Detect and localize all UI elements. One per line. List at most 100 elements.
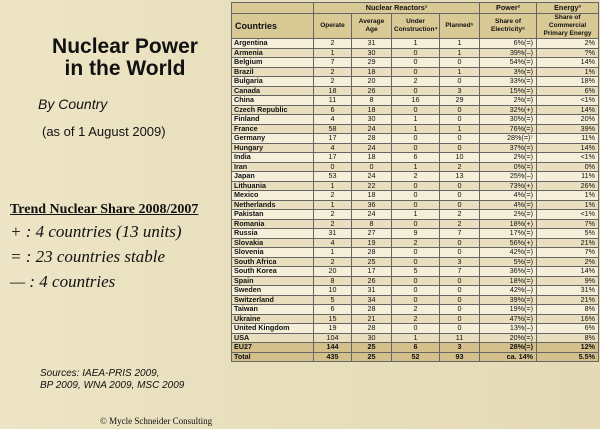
cell-country: USA xyxy=(231,332,314,343)
cell-operate: 4 xyxy=(313,142,352,153)
cell-share-electricity: 6%(=) xyxy=(479,38,538,49)
cell-share-electricity: 36%(=) xyxy=(479,266,538,277)
cell-planned: 0 xyxy=(438,294,481,305)
cell-country: Bulgaria xyxy=(231,76,314,87)
cell-share-energy: 21% xyxy=(536,294,600,305)
cell-under-construction: 0 xyxy=(391,190,440,201)
col-under-construction: Under Construction⁴ xyxy=(391,13,440,39)
cell-share-electricity: 17%(=) xyxy=(479,228,538,239)
cell-operate: 5 xyxy=(313,294,352,305)
cell-share-energy: 1% xyxy=(536,199,600,210)
nuclear-table-container: Nuclear Reactors¹ Power² Energy³ Countri… xyxy=(231,2,600,427)
cell-planned: 3 xyxy=(438,85,481,96)
table-row: USA 104 30 1 11 20%(=) 8% xyxy=(231,332,600,343)
table-row: Canada 18 26 0 3 15%(=) 6% xyxy=(231,85,600,96)
cell-under-construction: 0 xyxy=(391,47,440,58)
cell-under-construction: 6 xyxy=(391,152,440,163)
cell-under-construction: 2 xyxy=(391,313,440,324)
cell-share-energy: 0% xyxy=(536,161,600,172)
table-row: Argentina 2 31 1 1 6%(=) 2% xyxy=(231,38,600,49)
cell-average-age: 18 xyxy=(351,104,392,115)
cell-under-construction: 0 xyxy=(391,294,440,305)
cell-operate: 20 xyxy=(313,266,352,277)
table-row: Brazil 2 18 0 1 3%(=) 1% xyxy=(231,66,600,77)
cell-share-electricity: 47%(=) xyxy=(479,313,538,324)
copyright: © Mycle Schneider Consulting xyxy=(100,416,213,426)
cell-planned: 3 xyxy=(438,256,481,267)
cell-average-age: 21 xyxy=(351,313,392,324)
cell-operate: 2 xyxy=(313,209,352,220)
col-average-age: Average Age xyxy=(351,13,392,39)
cell-share-energy: <1% xyxy=(536,152,600,163)
sources-line-1: Sources: IAEA-PRIS 2009, xyxy=(40,368,160,379)
table-row: Romania 2 8 0 2 18%(+) 7% xyxy=(231,218,600,229)
cell-under-construction: 2 xyxy=(391,76,440,87)
cell-share-energy: 8% xyxy=(536,304,600,315)
cell-average-age: 30 xyxy=(351,47,392,58)
cell-average-age: 24 xyxy=(351,123,392,134)
cell-planned: 93 xyxy=(438,351,481,362)
cell-share-electricity: 5%(=) xyxy=(479,256,538,267)
cell-operate: 7 xyxy=(313,57,352,68)
table-row: Hungary 4 24 0 0 37%(=) 14% xyxy=(231,142,600,153)
cell-share-energy: 31% xyxy=(536,285,600,296)
table-row: Russia 31 27 9 7 17%(=) 5% xyxy=(231,228,600,239)
cell-under-construction: 52 xyxy=(391,351,440,362)
cell-share-electricity: 76%(=) xyxy=(479,123,538,134)
cell-share-energy: 2% xyxy=(536,38,600,49)
cell-operate: 1 xyxy=(313,180,352,191)
cell-operate: 31 xyxy=(313,228,352,239)
cell-share-energy: 11% xyxy=(536,133,600,144)
cell-average-age: 22 xyxy=(351,180,392,191)
cell-country: EU27 xyxy=(231,342,314,353)
cell-average-age: 24 xyxy=(351,209,392,220)
cell-under-construction: 1 xyxy=(391,114,440,125)
cell-country: Hungary xyxy=(231,142,314,153)
cell-under-construction: 1 xyxy=(391,209,440,220)
cell-share-energy: 8% xyxy=(536,332,600,343)
trend-line-decrease: — : 4 countries xyxy=(10,272,116,291)
cell-share-electricity: 4%(=) xyxy=(479,199,538,210)
cell-share-energy: 1% xyxy=(536,190,600,201)
cell-country: Armenia xyxy=(231,47,314,58)
cell-share-energy: 6% xyxy=(536,85,600,96)
cell-under-construction: 1 xyxy=(391,332,440,343)
cell-planned: 0 xyxy=(438,323,481,334)
cell-planned: 2 xyxy=(438,218,481,229)
table-row: Sweden 10 31 0 0 42%(–) 31% xyxy=(231,285,600,296)
cell-average-age: 0 xyxy=(351,161,392,172)
cell-share-energy: 12% xyxy=(536,342,600,353)
table-row: Switzerland 5 34 0 0 39%(=) 21% xyxy=(231,294,600,305)
cell-under-construction: 16 xyxy=(391,95,440,106)
cell-share-electricity: 39%(=) xyxy=(479,294,538,305)
cell-country: Switzerland xyxy=(231,294,314,305)
cell-country: Czech Republic xyxy=(231,104,314,115)
cell-operate: 17 xyxy=(313,133,352,144)
table-row: Slovenia 1 28 0 0 42%(=) 7% xyxy=(231,247,600,258)
cell-average-age: 30 xyxy=(351,332,392,343)
cell-operate: 6 xyxy=(313,104,352,115)
table-row: Armenia 1 30 0 1 39%(–)?% xyxy=(231,47,600,58)
cell-planned: 1 xyxy=(438,66,481,77)
table-row: Taiwan 6 28 2 0 19%(=) 8% xyxy=(231,304,600,315)
cell-share-energy: 1% xyxy=(536,66,600,77)
col-country: Countries xyxy=(231,13,314,39)
cell-average-age: 36 xyxy=(351,199,392,210)
cell-operate: 2 xyxy=(313,38,352,49)
cell-average-age: 30 xyxy=(351,114,392,125)
col-share-electricity: Share of Electricity⁶ xyxy=(479,13,538,39)
cell-planned: 0 xyxy=(438,133,481,144)
table-row: China 11 8 16 29 2%(=) <1% xyxy=(231,95,600,106)
cell-average-age: 26 xyxy=(351,275,392,286)
cell-share-electricity: 42%(–) xyxy=(479,285,538,296)
cell-under-construction: 1 xyxy=(391,123,440,134)
cell-share-electricity: 4%(=) xyxy=(479,190,538,201)
cell-average-age: 31 xyxy=(351,285,392,296)
cell-under-construction: 0 xyxy=(391,323,440,334)
col-operate: Operate xyxy=(313,13,352,39)
cell-under-construction: 0 xyxy=(391,85,440,96)
cell-country: Japan xyxy=(231,171,314,182)
cell-planned: 7 xyxy=(438,266,481,277)
cell-planned: 1 xyxy=(438,38,481,49)
cell-share-electricity: 28%(=) xyxy=(479,342,538,353)
